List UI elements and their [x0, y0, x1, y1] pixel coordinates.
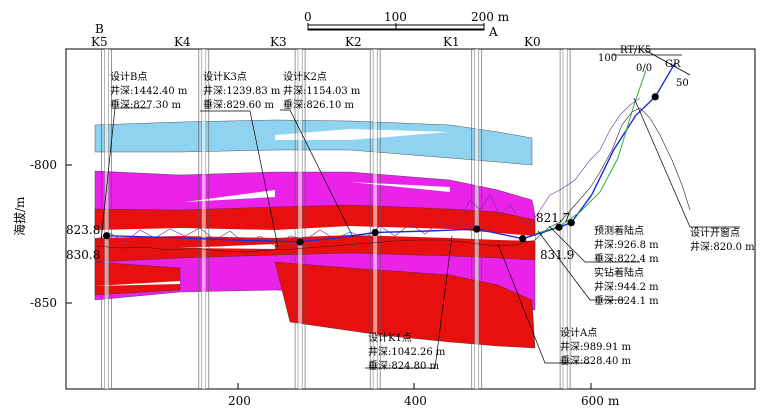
well-label-k5: K5 [91, 35, 108, 49]
depth-marker-831-9: 831.9 [540, 248, 574, 262]
scale-point-a: A [488, 25, 498, 39]
direction-indicator: RT/K5 GR 100 0/0 50 [598, 45, 691, 89]
annotation-design-k2: 设计K2点 井深:1154.03 m 垂深:826.10 m [283, 70, 361, 111]
wedge-cut [95, 281, 180, 286]
well-label-k2: K2 [345, 35, 362, 49]
annotation-line: 设计开窗点 [690, 226, 740, 239]
well-column-k3 [298, 49, 303, 389]
annotation-line: 垂深:824.1 m [594, 295, 659, 307]
key-point-3 [473, 225, 481, 233]
key-point-6 [567, 219, 575, 227]
resistivity-log-trace [94, 107, 691, 253]
well-column-k5 [104, 49, 109, 389]
annotation-line: 井深:944.2 m [594, 280, 659, 293]
annotation-line: 实钻着陆点 [594, 266, 644, 279]
y-tick-850: -850 [30, 296, 57, 310]
depth-marker-823-8: 823.8 [66, 223, 100, 237]
compass-100: 100 [598, 53, 617, 64]
scale-bar: 0 100 200 m A [304, 10, 510, 39]
depth-marker-821-7: 821.7 [536, 211, 570, 225]
well-label-k1: K1 [443, 35, 460, 49]
key-point-0 [103, 232, 111, 240]
annotation-line: 垂深:827.30 m [110, 99, 182, 111]
x-tick-200: 200 [228, 394, 251, 408]
annotation-line: 设计K1点 [368, 331, 412, 344]
compass-gr: GR [665, 59, 681, 70]
leader-lines [100, 97, 740, 369]
key-point-1 [296, 238, 304, 246]
annotation-line: 预测着陆点 [594, 224, 644, 237]
x-tick-400: 400 [404, 394, 427, 408]
key-point-5 [555, 223, 563, 231]
annotation-line: 垂深:828.40 m [560, 355, 632, 367]
wedge-cut [185, 190, 275, 202]
layer-red-lower [274, 261, 536, 349]
annotation-design-window: 设计开窗点 井深:820.0 m [690, 226, 755, 253]
annotation-line: 井深:1154.03 m [283, 84, 361, 97]
x-axis-unit: m [608, 394, 620, 408]
annotation-line: 设计K2点 [283, 70, 327, 83]
annotation-design-k3: 设计K3点 井深:1239.83 m 垂深:829.60 m [203, 70, 281, 111]
annotation-line: 设计B点 [110, 70, 147, 83]
compass-0: 0/0 [636, 63, 652, 74]
annotation-landing-points: 预测着陆点 井深:926.8 m 垂深:822.4 m 实钻着陆点 井深:944… [594, 224, 659, 307]
well-label-k4: K4 [174, 35, 191, 49]
well-label-b: B [95, 22, 104, 36]
annotation-line: 设计K3点 [203, 70, 247, 83]
annotation-line: 垂深:824.80 m [368, 360, 440, 372]
well-columns [101, 49, 571, 389]
gamma-log-trace [94, 97, 641, 247]
annotation-design-b: 设计B点 井深:1442.40 m 垂深:827.30 m [110, 70, 188, 111]
scale-tick-200: 200 m [471, 10, 510, 24]
well-label-k0: K0 [524, 35, 541, 49]
well-column-k1 [474, 49, 479, 389]
key-point-7 [651, 93, 659, 101]
x-tick-600: 600 [581, 394, 604, 408]
compass-rt-k5: RT/K5 [620, 45, 651, 56]
compass-50: 50 [676, 78, 689, 89]
key-point-2 [371, 228, 379, 237]
y-axis-title: 海拔/m [12, 196, 27, 236]
annotation-line: 设计A点 [560, 326, 597, 339]
layer-red-left [94, 261, 181, 296]
annotation-line: 井深:820.0 m [690, 240, 755, 253]
annotation-line: 井深:1239.83 m [203, 84, 281, 97]
annotation-line: 垂深:826.10 m [283, 99, 355, 111]
annotation-line: 井深:926.8 m [594, 238, 659, 251]
well-column-k4 [201, 49, 206, 389]
scale-tick-100: 100 [384, 10, 407, 24]
scale-tick-0: 0 [304, 10, 312, 24]
y-tick-800: -800 [30, 158, 57, 172]
annotation-line: 垂深:829.60 m [203, 99, 275, 111]
well-column-k2 [373, 49, 378, 389]
annotation-design-k1: 设计K1点 井深:1042.26 m 垂深:824.80 m [368, 331, 446, 372]
annotation-line: 垂深:822.4 m [594, 253, 659, 265]
wedge-cut [275, 129, 450, 140]
key-point-4 [519, 235, 527, 243]
annotation-design-a: 设计A点 井深:989.91 m 垂深:828.40 m [560, 326, 632, 367]
annotation-line: 井深:989.91 m [560, 340, 632, 353]
key-points [103, 93, 659, 246]
axis-ticks [66, 164, 592, 389]
annotation-line: 井深:1442.40 m [110, 84, 188, 97]
annotation-line: 井深:1042.26 m [368, 345, 446, 358]
well-column-k0 [563, 49, 568, 389]
well-label-k3: K3 [270, 35, 287, 49]
depth-marker-830-8: 830.8 [66, 248, 100, 262]
